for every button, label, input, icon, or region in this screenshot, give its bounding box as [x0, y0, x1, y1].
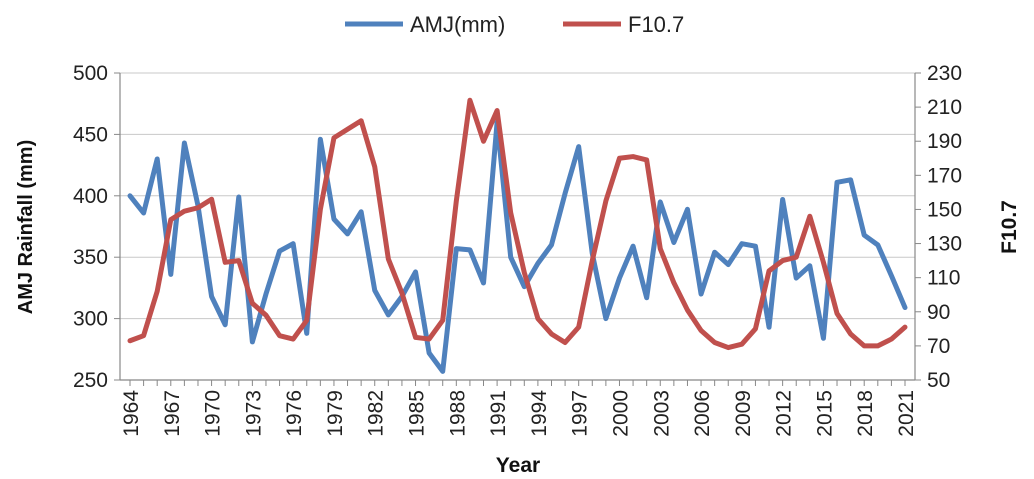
legend: AMJ(mm) F10.7	[345, 12, 684, 37]
x-tick-label: 1973	[242, 390, 265, 437]
right-tick-label: 190	[927, 130, 962, 153]
x-axis-title: Year	[496, 454, 540, 477]
x-tick-label: 1991	[487, 390, 510, 437]
right-tick-label: 170	[927, 164, 962, 187]
left-tick-label: 450	[73, 123, 108, 146]
x-tick-label: 1967	[161, 390, 184, 437]
x-tick-label: 2000	[609, 390, 632, 437]
x-tick-label: 2015	[813, 390, 836, 437]
x-tick-label: 1976	[283, 390, 306, 437]
left-y-axis-ticks: 250 300 350 400 450 500	[73, 62, 120, 392]
x-tick-label: 2012	[773, 390, 796, 437]
right-tick-label: 70	[927, 335, 950, 358]
legend-label-amj: AMJ(mm)	[410, 12, 505, 37]
x-tick-label: 1994	[528, 390, 551, 437]
x-tick-label: 2021	[895, 390, 918, 437]
right-tick-label: 230	[927, 62, 962, 85]
series-lines	[127, 97, 908, 374]
right-y-axis-ticks: 50 70 90 110 130 150 170 190 210 230	[915, 62, 962, 392]
right-tick-label: 110	[927, 267, 960, 290]
x-tick-label: 2003	[650, 390, 673, 437]
y2-axis-title: F10.7	[998, 200, 1021, 254]
x-tick-label: 1964	[120, 390, 143, 437]
left-tick-label: 300	[73, 308, 108, 331]
x-tick-label: 2006	[691, 390, 714, 437]
x-tick-label: 1988	[446, 390, 469, 437]
right-tick-label: 150	[927, 198, 962, 221]
x-tick-label: 1997	[569, 390, 592, 437]
left-tick-label: 500	[73, 62, 108, 85]
left-tick-label: 400	[73, 185, 108, 208]
right-tick-label: 50	[927, 369, 950, 392]
left-tick-label: 250	[73, 369, 108, 392]
x-axis-ticks: 1964 1967 1970 1973 1976 1979 1982 1985 1988 1991…	[120, 380, 918, 437]
right-tick-label: 130	[927, 233, 962, 256]
legend-label-f107: F10.7	[628, 12, 684, 37]
series-line-f107	[127, 97, 908, 351]
right-tick-label: 210	[927, 96, 962, 119]
x-tick-label: 1982	[365, 390, 388, 437]
x-tick-label: 1985	[406, 390, 429, 437]
right-tick-label: 90	[927, 301, 950, 324]
x-tick-label: 1970	[202, 390, 225, 437]
y-axis-title: AMJ Rainfall (mm)	[15, 140, 37, 314]
x-tick-label: 2009	[732, 390, 755, 437]
x-tick-label: 1979	[324, 390, 347, 437]
x-tick-label: 2018	[854, 390, 877, 437]
left-tick-label: 350	[73, 246, 108, 269]
